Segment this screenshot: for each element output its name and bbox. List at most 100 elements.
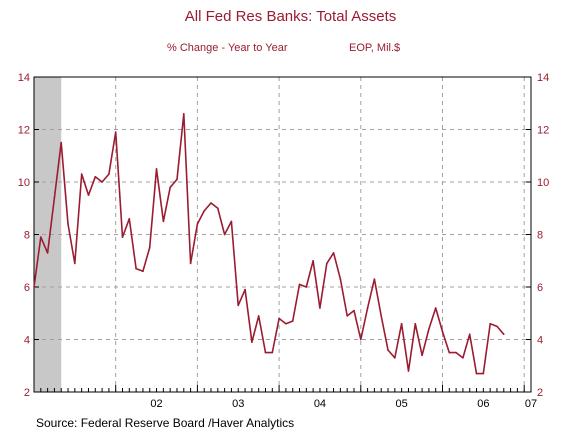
chart-subtitle-measure: EOP, Mil.$	[349, 42, 401, 54]
data-point	[462, 357, 464, 359]
data-point	[128, 217, 131, 220]
data-point	[359, 338, 362, 341]
data-point	[135, 267, 137, 270]
data-point	[496, 325, 498, 328]
series-layer	[33, 112, 505, 375]
data-point	[101, 181, 103, 183]
data-point	[400, 322, 403, 325]
data-point	[182, 112, 185, 115]
data-point	[380, 315, 383, 317]
data-point	[60, 141, 63, 144]
data-point	[155, 168, 158, 170]
data-point	[339, 278, 342, 280]
data-point	[387, 349, 389, 351]
data-point	[346, 315, 348, 317]
data-point	[53, 196, 56, 199]
data-point	[251, 341, 253, 343]
y-tick-label-right: 12	[537, 125, 549, 137]
data-point	[230, 220, 233, 223]
x-tick-label: 04	[314, 398, 326, 410]
y-tick-label-right: 8	[537, 230, 543, 242]
data-point	[353, 309, 355, 312]
data-point	[114, 131, 117, 133]
data-point	[319, 307, 321, 309]
y-tick-label-right: 14	[537, 72, 549, 84]
data-point	[33, 286, 35, 288]
data-point	[223, 233, 226, 236]
data-point	[434, 307, 437, 309]
data-point	[162, 220, 165, 223]
data-point	[278, 317, 280, 320]
data-point	[468, 333, 471, 336]
data-point	[169, 186, 171, 189]
data-point	[325, 262, 328, 265]
data-point	[257, 315, 260, 317]
data-point	[502, 333, 505, 336]
data-point	[94, 175, 97, 178]
y-tick-label-right: 4	[537, 335, 543, 347]
data-point	[455, 351, 457, 354]
data-point	[87, 194, 90, 196]
data-point	[244, 288, 246, 291]
data-point	[489, 322, 491, 325]
data-point	[407, 370, 410, 372]
x-tick-label: 06	[477, 398, 489, 410]
data-point	[298, 283, 301, 286]
data-point	[74, 262, 76, 265]
data-point	[189, 262, 192, 265]
data-point	[108, 173, 110, 175]
y-tick-label-right: 6	[537, 282, 543, 294]
data-point	[264, 351, 267, 354]
data-point	[448, 351, 451, 354]
data-point	[237, 304, 240, 307]
y-tick-label-left: 10	[18, 177, 30, 189]
grid-layer	[34, 77, 531, 392]
data-point	[40, 236, 42, 238]
data-point	[305, 286, 308, 288]
data-point	[441, 330, 444, 333]
x-tick-label: 07	[525, 398, 537, 410]
data-point	[67, 223, 69, 225]
data-point	[366, 307, 369, 309]
x-tick-label: 02	[150, 398, 162, 410]
data-point	[203, 210, 206, 212]
tick-layer: 2 2 4 4 6 6 8 8 10 10 12 12 14 14 02 03 04 05 06 07	[18, 72, 550, 410]
data-point	[148, 246, 151, 249]
data-point	[394, 357, 396, 359]
y-tick-label-right: 2	[537, 387, 543, 399]
data-point	[142, 270, 144, 273]
data-point	[285, 322, 287, 325]
x-tick-label: 03	[232, 398, 244, 410]
data-point	[482, 372, 485, 375]
y-tick-label-left: 12	[18, 125, 30, 137]
series-line	[33, 113, 505, 375]
data-point	[80, 173, 83, 175]
data-point	[421, 354, 423, 357]
y-tick-label-left: 8	[24, 230, 30, 242]
data-point	[428, 328, 430, 330]
data-point	[121, 236, 124, 238]
data-point	[46, 252, 49, 254]
chart-title: All Fed Res Banks: Total Assets	[184, 8, 397, 25]
data-point	[475, 372, 478, 375]
data-point	[414, 322, 417, 325]
data-point	[196, 223, 199, 225]
data-point	[291, 320, 294, 322]
data-point	[332, 252, 335, 254]
data-point	[176, 178, 178, 181]
y-tick-label-left: 4	[24, 335, 30, 347]
data-point	[210, 202, 212, 204]
data-point	[217, 207, 219, 210]
y-tick-label-right: 10	[537, 177, 549, 189]
data-point	[271, 351, 274, 354]
x-tick-label: 05	[396, 398, 408, 410]
y-tick-label-left: 6	[24, 282, 30, 294]
data-point	[312, 259, 314, 262]
chart-subtitle-units: % Change - Year to Year	[167, 42, 288, 54]
y-tick-label-left: 2	[24, 387, 30, 399]
data-point	[373, 278, 376, 280]
source-note: Source: Federal Reserve Board /Haver Ana…	[36, 416, 295, 430]
y-tick-label-left: 14	[18, 72, 30, 84]
